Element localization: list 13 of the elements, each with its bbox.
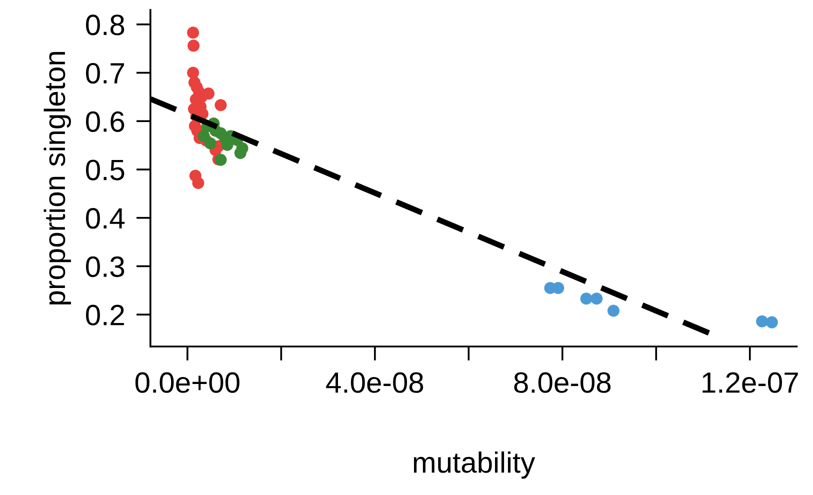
y-tick-label: 0.8 — [86, 14, 124, 36]
y-axis-title: proportion singleton — [44, 52, 71, 304]
x-tick-label: 4.0e-08 — [326, 372, 424, 393]
y-tick-label: 0.7 — [86, 62, 124, 84]
y-tick-label: 0.3 — [86, 256, 124, 278]
y-tick-label: 0.6 — [86, 111, 124, 132]
x-axis-title: mutability — [414, 451, 536, 479]
x-tick-label: 0.0e+00 — [135, 372, 240, 393]
y-tick-label: 0.2 — [86, 304, 124, 326]
x-tick-label: 1.2e-07 — [702, 372, 798, 393]
y-tick-label: 0.4 — [86, 208, 125, 229]
y-tick-label: 0.5 — [86, 160, 124, 180]
x-tick-label: 8.0e-08 — [514, 372, 611, 393]
